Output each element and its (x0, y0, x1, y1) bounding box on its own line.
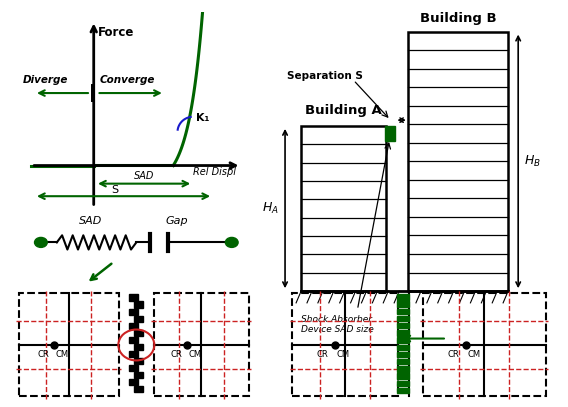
Bar (134, 302, 143, 308)
Bar (396, 381, 409, 386)
Text: SAD: SAD (79, 216, 103, 226)
Bar (396, 309, 409, 314)
Text: CR: CR (171, 350, 182, 359)
Text: SAD: SAD (133, 171, 154, 182)
Bar (396, 323, 409, 328)
Bar (396, 388, 409, 393)
Bar (396, 294, 409, 300)
Text: Rel Displ: Rel Displ (193, 167, 236, 177)
Bar (396, 345, 409, 350)
Bar (293, 293, 398, 396)
Text: Building B: Building B (420, 12, 496, 25)
Bar (385, 126, 395, 141)
Bar (154, 293, 249, 396)
Bar (396, 352, 409, 357)
Bar (134, 358, 143, 364)
Bar (130, 309, 139, 315)
Bar (134, 372, 143, 378)
Text: CM: CM (189, 350, 202, 359)
Bar (130, 365, 139, 371)
Text: S: S (111, 184, 118, 195)
Bar (130, 337, 139, 343)
Bar (130, 379, 139, 385)
Bar (396, 316, 409, 321)
Text: CM: CM (55, 350, 68, 359)
Bar (396, 374, 409, 379)
Text: CR: CR (37, 350, 49, 359)
Text: CR: CR (448, 350, 460, 359)
Text: Gap: Gap (166, 216, 189, 226)
Text: Building A: Building A (305, 104, 382, 117)
Bar (134, 330, 143, 336)
Bar (396, 366, 409, 372)
Bar (396, 330, 409, 336)
Bar (134, 386, 143, 392)
Bar (423, 293, 546, 396)
Bar (396, 359, 409, 364)
Bar (134, 315, 143, 322)
Bar (396, 302, 409, 307)
Text: Separation S: Separation S (287, 71, 363, 81)
Text: CM: CM (467, 350, 481, 359)
Bar (408, 32, 508, 291)
Circle shape (225, 237, 238, 247)
Circle shape (35, 237, 47, 247)
Bar (19, 293, 119, 396)
Bar (130, 351, 139, 357)
Bar (396, 337, 409, 343)
Text: $H_B$: $H_B$ (524, 154, 541, 169)
Bar (130, 294, 139, 300)
Text: Diverge: Diverge (23, 75, 68, 85)
Bar (130, 323, 139, 329)
Bar (134, 344, 143, 350)
Text: Converge: Converge (99, 75, 154, 85)
Text: K₁: K₁ (196, 113, 210, 123)
Bar (301, 126, 386, 291)
Text: CM: CM (336, 350, 349, 359)
Text: CR: CR (316, 350, 328, 359)
Text: Shock Absorber
Device SAD size: Shock Absorber Device SAD size (301, 315, 374, 334)
Text: Force: Force (98, 26, 135, 39)
Text: $H_A$: $H_A$ (262, 201, 279, 216)
